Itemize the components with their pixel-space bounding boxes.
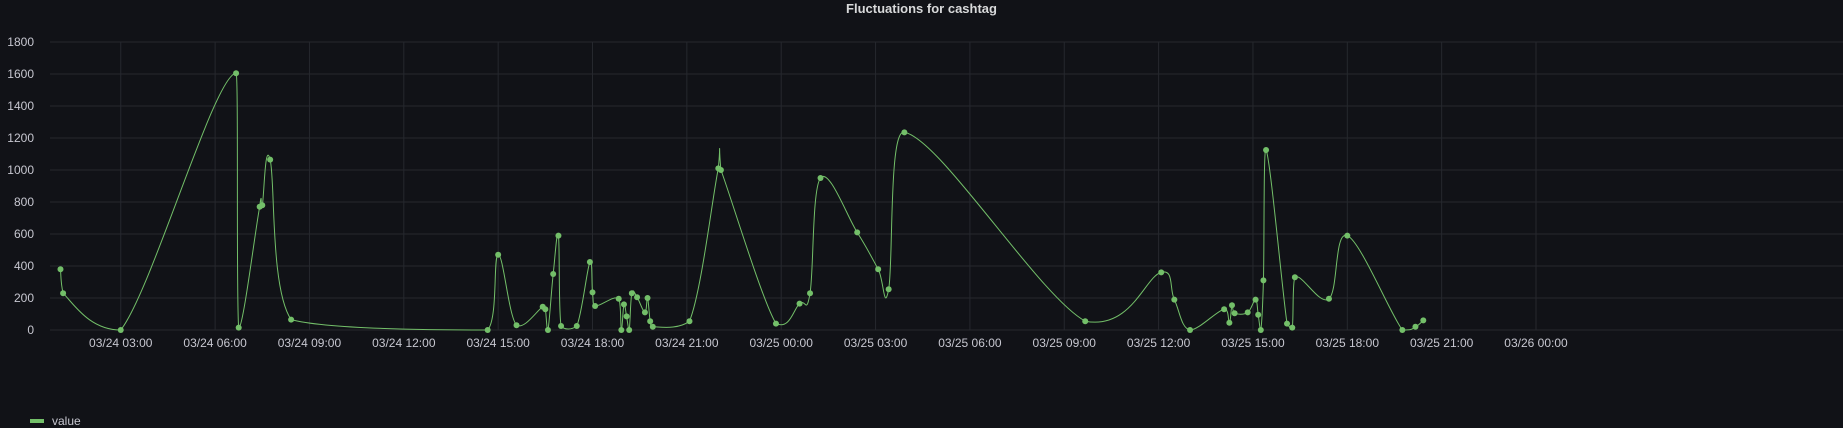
data-point[interactable]	[772, 320, 779, 327]
data-point[interactable]	[1158, 269, 1165, 276]
data-point[interactable]	[1399, 327, 1406, 333]
data-point[interactable]	[628, 290, 635, 297]
legend[interactable]: value	[30, 414, 81, 428]
data-point[interactable]	[647, 318, 654, 325]
y-tick-label: 0	[27, 323, 34, 337]
data-point[interactable]	[558, 323, 565, 329]
data-point[interactable]	[1252, 296, 1259, 303]
x-tick-label: 03/26 00:00	[1504, 336, 1568, 350]
data-point[interactable]	[555, 232, 562, 239]
y-tick-label: 200	[14, 291, 34, 305]
x-tick-label: 03/25 00:00	[750, 336, 814, 350]
data-point[interactable]	[644, 295, 651, 301]
data-point[interactable]	[649, 323, 656, 330]
data-point[interactable]	[573, 323, 580, 329]
data-point[interactable]	[259, 202, 266, 209]
x-tick-label: 03/25 03:00	[844, 336, 908, 350]
data-point[interactable]	[1284, 320, 1291, 327]
data-point[interactable]	[592, 303, 599, 309]
x-tick-label: 03/24 21:00	[655, 336, 719, 350]
data-point[interactable]	[885, 286, 892, 293]
data-point[interactable]	[1289, 324, 1296, 331]
data-point[interactable]	[807, 290, 814, 297]
data-point[interactable]	[1226, 319, 1233, 326]
data-point[interactable]	[60, 290, 67, 297]
y-tick-label: 1800	[7, 35, 34, 49]
data-point[interactable]	[901, 129, 908, 136]
data-point[interactable]	[1171, 296, 1178, 303]
x-tick-label: 03/24 09:00	[278, 336, 342, 350]
legend-label[interactable]: value	[52, 414, 81, 428]
data-point[interactable]	[542, 306, 549, 313]
data-point[interactable]	[267, 156, 274, 163]
data-point[interactable]	[1082, 318, 1089, 325]
data-point[interactable]	[854, 229, 861, 236]
grid	[50, 41, 1843, 331]
data-point[interactable]	[634, 294, 641, 301]
y-tick-label: 800	[14, 195, 34, 209]
data-point[interactable]	[513, 322, 520, 329]
data-point[interactable]	[1228, 302, 1235, 309]
data-point[interactable]	[1291, 274, 1298, 281]
y-tick-label: 1400	[7, 99, 34, 113]
data-point[interactable]	[484, 327, 491, 333]
data-point[interactable]	[544, 327, 551, 333]
x-tick-label: 03/25 15:00	[1221, 336, 1285, 350]
data-point[interactable]	[589, 289, 596, 296]
x-axis: 03/24 03:00 03/24 06:00 03/24 09:00 03/24 1…	[89, 336, 1568, 350]
series-layer	[57, 70, 1427, 333]
data-point[interactable]	[1344, 232, 1351, 239]
x-tick-label: 03/25 12:00	[1127, 336, 1191, 350]
data-point[interactable]	[117, 327, 124, 333]
data-point[interactable]	[686, 318, 693, 325]
data-point[interactable]	[288, 316, 295, 323]
data-point[interactable]	[57, 266, 64, 273]
data-point[interactable]	[1412, 323, 1419, 330]
data-point[interactable]	[717, 167, 724, 173]
y-tick-label: 1200	[7, 131, 34, 145]
data-point[interactable]	[618, 327, 625, 333]
data-point[interactable]	[1260, 277, 1267, 284]
data-point[interactable]	[1257, 327, 1264, 333]
data-point[interactable]	[626, 327, 633, 333]
y-tick-label: 400	[14, 259, 34, 273]
chart-title: Fluctuations for cashtag	[846, 1, 997, 16]
data-point[interactable]	[620, 301, 627, 308]
y-tick-label: 1600	[7, 67, 34, 81]
data-point[interactable]	[875, 266, 882, 273]
legend-swatch	[30, 419, 44, 423]
data-point[interactable]	[233, 70, 240, 77]
data-point[interactable]	[1244, 309, 1251, 316]
data-point[interactable]	[550, 271, 557, 277]
data-point[interactable]	[1221, 306, 1228, 313]
data-point[interactable]	[235, 324, 242, 331]
data-point[interactable]	[1255, 311, 1262, 318]
y-tick-label: 600	[14, 227, 34, 241]
x-tick-label: 03/25 06:00	[938, 336, 1002, 350]
x-tick-label: 03/24 06:00	[183, 336, 247, 350]
y-axis: 0 200 400 600 800 1000 1200 1400 1600 1800	[7, 35, 34, 337]
y-tick-label: 1000	[7, 163, 34, 177]
data-point[interactable]	[1420, 317, 1427, 324]
x-tick-label: 03/25 21:00	[1410, 336, 1474, 350]
data-point[interactable]	[1187, 327, 1194, 333]
data-point[interactable]	[586, 259, 593, 265]
x-tick-label: 03/24 12:00	[372, 336, 436, 350]
x-tick-label: 03/25 09:00	[1033, 336, 1097, 350]
data-point[interactable]	[1231, 310, 1238, 317]
data-point[interactable]	[796, 300, 803, 307]
data-point[interactable]	[1263, 147, 1270, 153]
data-point[interactable]	[495, 251, 502, 258]
x-tick-label: 03/24 18:00	[561, 336, 625, 350]
data-point[interactable]	[641, 309, 648, 316]
data-point[interactable]	[623, 313, 630, 320]
data-point[interactable]	[615, 295, 622, 302]
x-tick-label: 03/24 15:00	[466, 336, 530, 350]
x-tick-label: 03/25 18:00	[1316, 336, 1380, 350]
x-tick-label: 03/24 03:00	[89, 336, 153, 350]
data-point[interactable]	[1325, 295, 1332, 302]
data-point[interactable]	[817, 175, 824, 181]
